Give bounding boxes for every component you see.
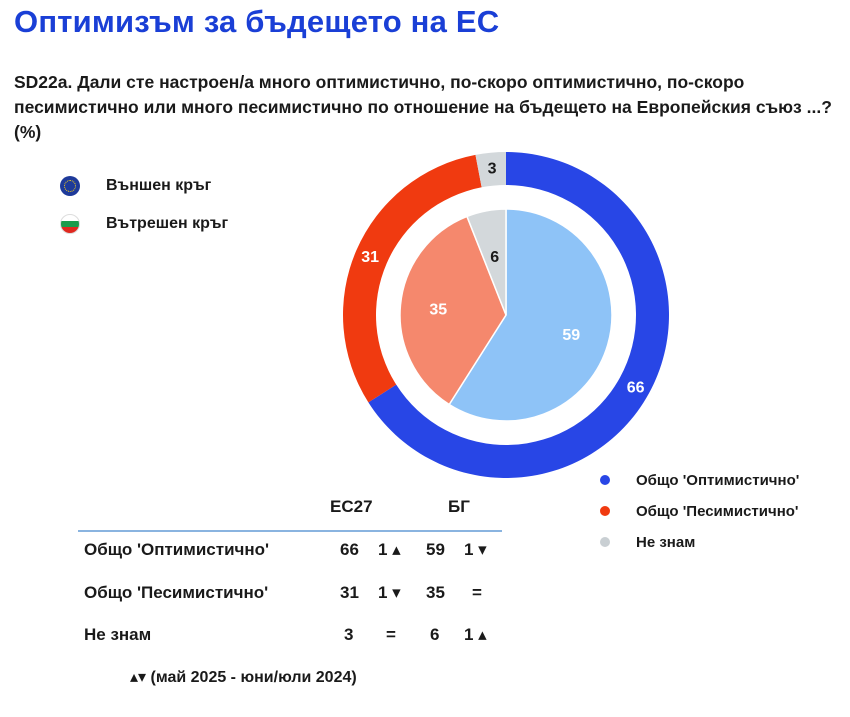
- outer-slice-dontknow: [475, 152, 506, 188]
- row-label: Общо 'Оптимистично': [84, 540, 270, 559]
- bg-value: 59: [426, 540, 445, 559]
- optimistic-dot: [600, 475, 610, 485]
- row-label: Не знам: [84, 625, 152, 644]
- category-legend-dontknow-label: Не знам: [636, 533, 696, 551]
- eu-change: =: [386, 625, 396, 644]
- bg-value: 6: [430, 625, 440, 644]
- inner-label-optimistic: 59: [562, 327, 580, 344]
- bg-change: =: [472, 583, 482, 602]
- dontknow-dot: [600, 537, 610, 547]
- ring-legend-inner: Вътрешен кръг: [60, 214, 228, 234]
- inner-slice-dontknow: [466, 208, 507, 316]
- ring-gap: [387, 196, 625, 434]
- category-legend-pessimistic-label: Общо 'Песимистично': [636, 502, 799, 520]
- outer-label-dontknow: 3: [488, 161, 497, 178]
- inner-label-pessimistic: 35: [429, 302, 447, 319]
- bg-change: 1 ▴: [464, 625, 487, 644]
- eu-value: 66: [340, 540, 359, 559]
- question-text: SD22a. Дали сте настроен/а много оптимис…: [14, 72, 832, 142]
- bg-change: 1 ▾: [464, 540, 487, 559]
- category-legend-pessimistic: Общо 'Песимистично': [600, 501, 799, 521]
- outer-label-pessimistic: 31: [361, 249, 379, 266]
- bg-value: 35: [426, 583, 445, 602]
- bulgaria-flag-icon: [60, 214, 80, 234]
- eu-value: 31: [340, 583, 359, 602]
- eu-flag-icon: [60, 176, 80, 196]
- ring-legend: Външен кръг Вътрешен кръг: [60, 176, 228, 252]
- eu-change: 1 ▾: [378, 583, 401, 602]
- inner-slice-pessimistic: [399, 215, 507, 406]
- header-bg: БГ: [448, 497, 470, 516]
- category-legend-optimistic-label: Общо 'Оптимистично': [636, 471, 800, 489]
- row-label: Общо 'Песимистично': [84, 583, 269, 602]
- ring-legend-outer-label: Външен кръг: [106, 177, 212, 194]
- table-row: Общо 'Песимистично' 31 1 ▾ 35 =: [78, 583, 502, 613]
- inner-slice-optimistic: [448, 208, 613, 422]
- header-eu27: ЕС27: [330, 497, 373, 516]
- table-header: ЕС27 БГ: [78, 490, 502, 532]
- ring-legend-inner-label: Вътрешен кръг: [106, 215, 229, 232]
- category-legend: Общо 'Оптимистично' Общо 'Песимистично' …: [600, 470, 799, 563]
- eu-change: 1 ▴: [378, 540, 401, 559]
- pessimistic-dot: [600, 506, 610, 516]
- category-legend-dontknow: Не знам: [600, 532, 799, 552]
- outer-slice-pessimistic: [342, 154, 482, 403]
- outer-label-optimistic: 66: [627, 379, 645, 396]
- ring-legend-outer: Външен кръг: [60, 176, 228, 196]
- eu-value: 3: [344, 625, 354, 644]
- change-note: ▴▾ (май 2025 - юни/юли 2024): [130, 669, 357, 686]
- page-title: Оптимизъм за бъдещето на ЕС: [14, 4, 500, 39]
- inner-label-dontknow: 6: [490, 249, 499, 266]
- table-row: Общо 'Оптимистично' 66 1 ▴ 59 1 ▾: [78, 540, 502, 570]
- category-legend-optimistic: Общо 'Оптимистично': [600, 470, 799, 490]
- table-row: Не знам 3 = 6 1 ▴: [78, 625, 502, 655]
